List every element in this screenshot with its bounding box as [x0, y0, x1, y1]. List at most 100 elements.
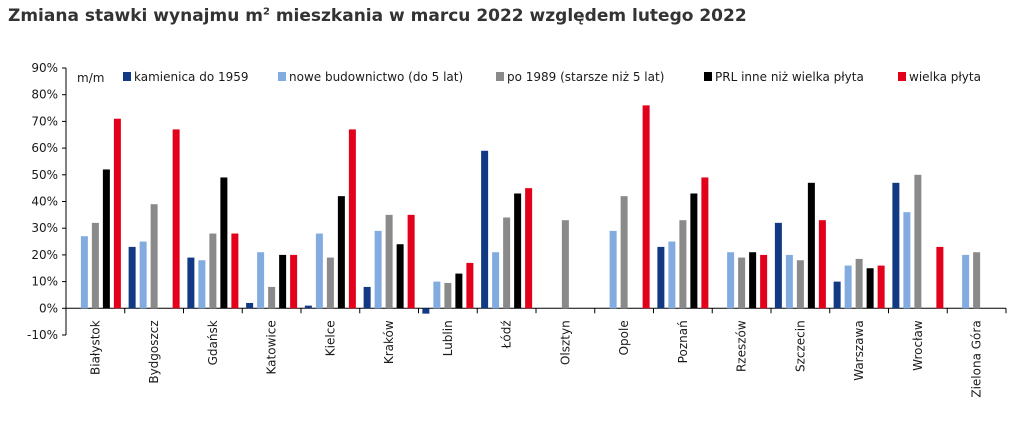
bar — [701, 177, 709, 309]
bar — [936, 246, 944, 309]
bar — [304, 305, 312, 309]
bar — [785, 254, 793, 309]
bar — [514, 193, 522, 309]
bar — [374, 230, 382, 309]
bar — [727, 252, 735, 309]
bar — [620, 196, 628, 309]
unit-label: m/m — [77, 71, 104, 85]
bar — [150, 204, 158, 309]
bar — [172, 129, 180, 309]
bar — [279, 254, 287, 309]
title-part: mieszkania w marcu 2022 względem lutego … — [269, 6, 747, 26]
bar — [774, 222, 782, 309]
category-label: Warszawa — [852, 320, 866, 380]
y-tick-label: 30% — [31, 221, 58, 235]
chart-title: Zmiana stawki wynajmu m2 mieszkania w ma… — [8, 6, 747, 26]
bar — [290, 254, 298, 309]
y-tick-label: 60% — [31, 141, 58, 155]
bar — [807, 182, 815, 309]
category-label: Lublin — [441, 320, 455, 356]
legend-label: nowe budownictwo (do 5 lat) — [289, 70, 463, 84]
bar — [818, 220, 826, 309]
legend-swatch — [898, 72, 906, 81]
bar — [892, 182, 900, 309]
category-label: Katowice — [265, 320, 279, 374]
bar — [877, 265, 885, 309]
category-labels: Białystok Bydgoszcz Gdańsk Katowice Kielce Kr… — [88, 320, 983, 398]
bar — [396, 244, 404, 309]
category-label: Szczecin — [793, 320, 807, 372]
bar — [962, 254, 970, 309]
bar — [455, 273, 463, 309]
bar — [80, 236, 88, 309]
y-tick-label: 40% — [31, 195, 58, 209]
legend-swatch — [704, 72, 712, 81]
legend-label: kamienica do 1959 — [134, 70, 249, 84]
title-part: Zmiana stawki wynajmu m — [8, 6, 263, 26]
category-label: Bydgoszcz — [147, 320, 161, 383]
bar — [91, 222, 99, 309]
bar — [609, 230, 617, 309]
legend-label: wielka płyta — [909, 70, 981, 84]
y-tick-label: 80% — [31, 88, 58, 102]
y-tick-label: 10% — [31, 275, 58, 289]
bar — [433, 281, 441, 309]
bar — [657, 246, 665, 309]
axis-layer: -10% 0% 10% 20% 30% 40% 50% 60% 70% 80% 90% — [27, 61, 1007, 342]
bar — [481, 150, 489, 309]
legend: kamienica do 1959 nowe budownictwo (do 5 … — [123, 70, 981, 84]
bar — [561, 220, 569, 309]
bar — [903, 212, 911, 309]
y-tick-label: 50% — [31, 168, 58, 182]
bar — [407, 214, 415, 309]
legend-label: PRL inne niż wielka płyta — [715, 70, 864, 84]
bar — [642, 105, 650, 309]
bar — [246, 302, 254, 309]
legend-swatch — [496, 72, 504, 81]
category-label: Poznań — [676, 320, 690, 363]
title-superscript: 2 — [262, 6, 270, 18]
bar — [113, 118, 121, 309]
y-tick-label: 90% — [31, 61, 58, 75]
y-tick-label: 0% — [39, 301, 58, 315]
bar — [796, 260, 804, 309]
bar — [139, 241, 147, 309]
bar — [128, 246, 136, 309]
legend-swatch — [123, 72, 131, 81]
category-label: Białystok — [88, 320, 102, 375]
bar — [503, 217, 511, 309]
category-label: Opole — [617, 320, 631, 355]
bar — [268, 286, 276, 309]
bar — [257, 252, 265, 309]
bar — [668, 241, 676, 309]
bar — [738, 257, 746, 309]
bar — [337, 196, 345, 309]
bar — [914, 174, 922, 309]
legend-label: po 1989 (starsze niż 5 lat) — [507, 70, 664, 84]
y-tick-label: 70% — [31, 114, 58, 128]
bar — [348, 129, 356, 309]
category-label: Rzeszów — [735, 320, 749, 372]
category-label: Olsztyn — [558, 320, 572, 365]
legend-swatch — [278, 72, 286, 81]
bar — [220, 177, 228, 309]
bar — [833, 281, 841, 309]
bar — [855, 258, 863, 309]
category-label: Gdańsk — [206, 320, 220, 365]
bar — [231, 233, 239, 309]
bar — [326, 257, 334, 309]
category-label: Wrocław — [911, 320, 925, 371]
bar — [679, 220, 687, 309]
bar — [187, 257, 195, 309]
bar — [760, 254, 768, 309]
bar — [844, 265, 852, 309]
bar — [525, 188, 533, 309]
bar — [363, 286, 371, 309]
bar — [690, 193, 698, 309]
bar — [385, 214, 393, 309]
bar — [492, 252, 500, 309]
bar — [209, 233, 217, 309]
bar — [749, 252, 757, 309]
bar — [315, 233, 323, 309]
